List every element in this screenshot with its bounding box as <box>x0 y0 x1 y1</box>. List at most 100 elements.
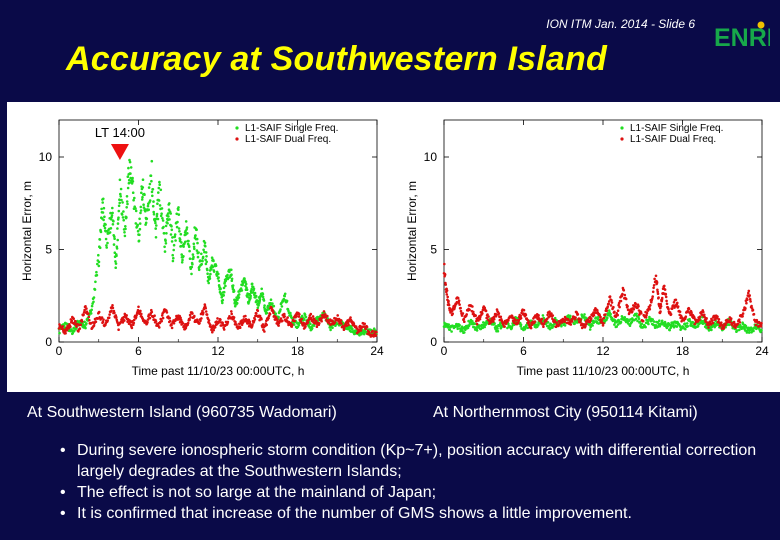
data-point <box>214 264 218 267</box>
data-point <box>154 227 157 230</box>
data-point <box>121 201 124 204</box>
data-point <box>751 308 755 312</box>
data-point <box>563 320 566 323</box>
data-point <box>750 327 754 330</box>
data-point <box>168 319 172 323</box>
data-point <box>665 302 669 306</box>
data-point <box>178 230 181 233</box>
data-point <box>83 320 86 324</box>
data-point <box>375 330 378 334</box>
data-point <box>293 319 297 323</box>
data-point <box>190 272 193 276</box>
data-point <box>451 309 454 312</box>
data-point <box>591 324 594 327</box>
data-point <box>137 239 141 243</box>
data-point <box>204 258 207 262</box>
data-point <box>632 307 636 311</box>
data-point <box>194 234 197 237</box>
data-point <box>185 226 189 229</box>
data-point <box>729 321 732 324</box>
data-point <box>147 186 151 189</box>
data-point <box>148 316 152 320</box>
data-point <box>678 325 682 328</box>
data-point <box>118 198 121 201</box>
data-point <box>667 307 670 311</box>
data-point <box>171 253 174 257</box>
legend-label: L1-SAIF Dual Freq. <box>630 134 716 145</box>
data-point <box>184 240 187 244</box>
data-point <box>204 310 208 313</box>
data-point <box>222 286 226 290</box>
data-point <box>249 294 252 298</box>
data-point <box>510 314 514 318</box>
data-point <box>645 313 648 317</box>
data-point <box>200 252 203 256</box>
data-point <box>602 321 605 325</box>
data-point <box>457 299 461 302</box>
data-point <box>480 323 484 327</box>
data-point <box>607 300 611 303</box>
data-point <box>204 244 207 248</box>
data-point <box>179 318 183 322</box>
data-point <box>188 249 191 253</box>
data-point <box>705 317 708 320</box>
data-point <box>132 318 136 322</box>
data-point <box>195 249 199 252</box>
data-point <box>612 305 615 309</box>
data-point <box>133 196 136 200</box>
data-point <box>187 239 190 243</box>
data-point <box>137 305 140 309</box>
data-point <box>171 236 174 239</box>
data-point <box>312 324 316 327</box>
data-point <box>618 305 621 309</box>
data-point <box>471 305 474 308</box>
data-point <box>141 178 145 181</box>
data-point <box>263 304 266 307</box>
data-point <box>654 324 658 327</box>
data-point <box>148 199 152 202</box>
data-point <box>496 327 499 330</box>
data-point <box>163 245 166 249</box>
data-point <box>748 297 752 301</box>
data-point <box>85 307 88 310</box>
data-point <box>447 303 451 307</box>
data-point <box>126 186 130 190</box>
data-point <box>462 317 466 321</box>
data-point <box>216 317 219 320</box>
data-point <box>455 322 459 326</box>
data-point <box>99 230 103 234</box>
x-tick-label: 18 <box>676 344 690 358</box>
data-point <box>170 228 174 232</box>
data-point <box>101 211 105 214</box>
data-point <box>707 326 710 329</box>
slide-title: Accuracy at Southwestern Island <box>66 40 607 78</box>
data-point <box>711 321 715 325</box>
data-point <box>230 312 233 316</box>
data-point <box>617 301 621 305</box>
data-point <box>75 325 78 328</box>
data-point <box>315 319 318 323</box>
data-point <box>161 217 164 220</box>
data-point <box>533 320 537 323</box>
data-point <box>669 313 673 316</box>
data-point <box>74 320 77 323</box>
data-point <box>103 215 106 219</box>
data-point <box>574 316 577 319</box>
data-point <box>134 222 138 225</box>
data-point <box>138 227 142 231</box>
data-point <box>461 329 464 332</box>
data-point <box>153 219 157 223</box>
data-point <box>243 277 246 280</box>
data-point <box>177 208 180 211</box>
y-tick-label: 5 <box>45 243 52 257</box>
data-point <box>607 302 610 306</box>
data-point <box>115 247 119 250</box>
enri-logo: ENRI <box>714 21 770 52</box>
data-point <box>466 326 470 330</box>
data-point <box>619 299 623 303</box>
data-point <box>292 323 296 326</box>
x-tick-label: 24 <box>370 344 384 358</box>
data-point <box>113 251 117 254</box>
data-point <box>155 214 159 218</box>
data-point <box>190 265 194 269</box>
